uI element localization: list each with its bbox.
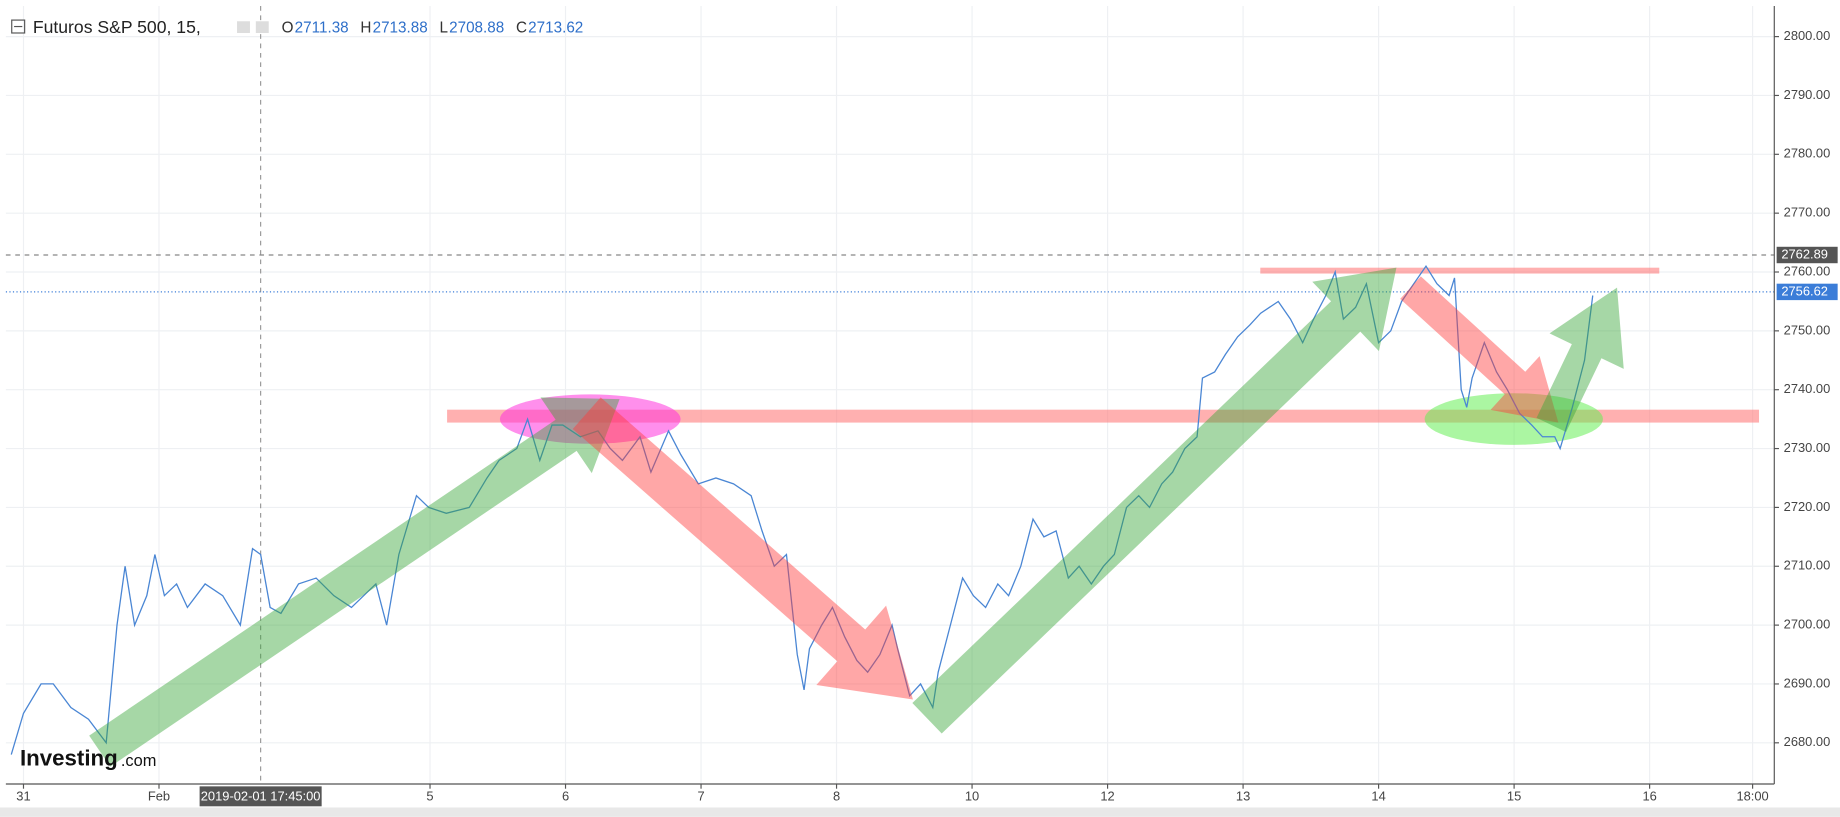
x-tick-label: 7 (697, 788, 704, 803)
y-tick-label: 2780.00 (1784, 146, 1831, 161)
last-price-label: 2756.62 (1781, 283, 1828, 298)
top-band (1260, 267, 1660, 274)
y-tick-label: 2730.00 (1784, 440, 1831, 455)
ohlc-value: 2711.38 (295, 19, 349, 36)
x-tick-label: 16 (1642, 788, 1656, 803)
top-ellipse (499, 394, 681, 444)
x-tick-label: 6 (562, 788, 569, 803)
ohlc-value: 2713.62 (528, 19, 583, 36)
grid (5, 5, 1775, 785)
y-tick-label: 2740.00 (1784, 381, 1831, 396)
y-tick-label: 2720.00 (1784, 499, 1831, 514)
x-tick-label: 8 (833, 788, 840, 803)
y-tick-label: 2790.00 (1784, 87, 1831, 102)
ohlc: O 2711.38 H 2713.88 L 2708.88 C 2713.62 (282, 19, 584, 36)
arrow (89, 397, 620, 767)
y-tick-label: 2700.00 (1784, 617, 1831, 632)
x-tick-label: 12 (1100, 788, 1114, 803)
last-price-box (1776, 283, 1838, 301)
ohlc-key: H (360, 19, 371, 36)
y-tick-label: 2750.00 (1784, 322, 1831, 337)
eye-icon[interactable] (237, 21, 250, 33)
crosshair-date-label: 2019-02-01 17:45:00 (201, 788, 321, 803)
y-tick-label: 2760.00 (1784, 263, 1831, 278)
ohlc-key: C (516, 19, 527, 36)
arrows (89, 267, 1624, 767)
x-tick-label: 14 (1371, 788, 1385, 803)
ohlc-value: 2708.88 (449, 19, 504, 36)
y-tick-label: 2680.00 (1784, 734, 1831, 749)
x-tick-label: Feb (148, 788, 170, 803)
y-tick-label: 2690.00 (1784, 675, 1831, 690)
arrow (572, 397, 913, 700)
x-tick-label: 5 (426, 788, 433, 803)
x-tick-label: 13 (1236, 788, 1250, 803)
price-line (10, 264, 1594, 755)
header: Futuros S&P 500, 15, (11, 17, 269, 37)
y-tick-label: 2710.00 (1784, 558, 1831, 573)
axes: 2680.00 2690.00 2700.00 2710.00 2720.00 2730.… (5, 5, 1838, 807)
bottom-ellipse (1424, 393, 1603, 445)
arrow (1400, 276, 1559, 423)
toolbar (0, 807, 1840, 817)
logo: Investing .com (20, 745, 156, 770)
x-tick-label: 31 (16, 788, 30, 803)
settings-icon[interactable] (255, 21, 269, 33)
crosshair-price-label: 2762.89 (1781, 246, 1828, 261)
plot (10, 264, 1594, 755)
arrow (1536, 287, 1624, 432)
y-tick-label: 2800.00 (1784, 28, 1831, 43)
x-tick-label: 15 (1507, 788, 1521, 803)
ohlc-value: 2713.88 (373, 19, 428, 36)
crosshair-price-box (1776, 246, 1838, 264)
logo-suffix: .com (121, 752, 157, 770)
crosshair-date-box (199, 786, 322, 807)
collapse-icon[interactable] (11, 19, 26, 34)
logo-main: Investing (20, 745, 118, 770)
chart-title: Futuros S&P 500, 15, (33, 17, 201, 37)
ohlc-key: O (282, 19, 294, 36)
arrow (912, 267, 1397, 734)
y-tick-label: 2770.00 (1784, 205, 1831, 220)
ohlc-key: L (439, 19, 447, 36)
x-tick-label: 18:00 (1736, 788, 1768, 803)
annotations (447, 267, 1760, 445)
x-tick-label: 10 (965, 788, 979, 803)
